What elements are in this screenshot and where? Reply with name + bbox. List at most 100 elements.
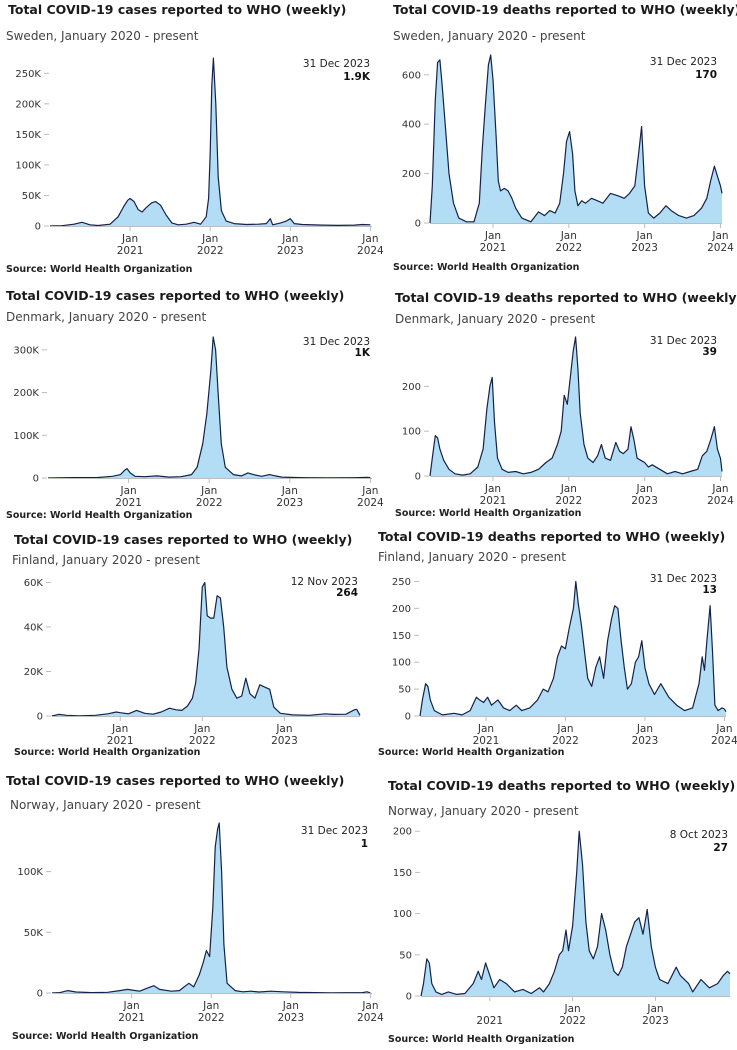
x-tick-label: Jan	[361, 485, 378, 497]
chart-panel-sweden-cases: Total COVID-19 cases reported to WHO (we…	[0, 0, 385, 282]
y-tick-label: 100K	[15, 160, 41, 171]
x-tick-label: 2022	[555, 495, 582, 507]
y-tick-label: 50	[398, 685, 411, 696]
chart-title: Total COVID-19 cases reported to WHO (we…	[14, 532, 353, 547]
x-tick-label: 2023	[631, 242, 658, 254]
x-tick-label: 2021	[118, 1012, 145, 1024]
chart-title: Total COVID-19 deaths reported to WHO (w…	[395, 290, 737, 305]
y-tick-label: 250K	[15, 69, 41, 80]
chart-plot[interactable]: 0200400600Jan2021Jan2022Jan2023Jan202431…	[385, 0, 737, 282]
series-line	[49, 57, 371, 227]
y-tick-label: 300K	[13, 345, 39, 356]
chart-subtitle: Denmark, January 2020 - present	[395, 312, 596, 326]
chart-panel-denmark-cases: Total COVID-19 cases reported to WHO (we…	[0, 282, 385, 528]
series-line	[51, 822, 371, 994]
y-tick-label: 50	[399, 950, 412, 961]
x-tick-label: Jan	[193, 723, 210, 735]
chart-plot[interactable]: 050K100K150K200K250KJan2021Jan2022Jan202…	[0, 0, 385, 282]
y-tick-label: 100	[393, 909, 412, 920]
chart-source: Source: World Health Organization	[14, 747, 201, 758]
chart-panel-finland-cases: Total COVID-19 cases reported to WHO (we…	[0, 528, 385, 768]
chart-title: Total COVID-19 deaths reported to WHO (w…	[388, 778, 736, 793]
x-tick-label: 2023	[277, 1012, 304, 1024]
chart-plot[interactable]: 0100K200K300KJan2021Jan2022Jan2023Jan202…	[0, 282, 385, 528]
x-tick-label: Jan	[636, 483, 653, 495]
series-line	[419, 580, 727, 717]
series-line	[51, 581, 361, 717]
tooltip-date: 31 Dec 2023	[650, 56, 717, 68]
tooltip-date: 31 Dec 2023	[301, 825, 368, 837]
tooltip-value: 264	[336, 587, 358, 599]
x-tick-label: 2022	[198, 1012, 225, 1024]
y-tick-label: 0	[415, 219, 421, 230]
x-tick-label: 2023	[642, 1015, 669, 1027]
y-tick-label: 50K	[24, 928, 44, 939]
series-area	[430, 55, 722, 223]
tooltip-value: 13	[702, 584, 717, 596]
series-line	[429, 54, 723, 224]
tooltip-value: 170	[695, 69, 717, 81]
tooltip-date: 31 Dec 2023	[303, 58, 370, 70]
x-tick-label: Jan	[646, 1003, 663, 1015]
tooltip-date: 8 Oct 2023	[670, 829, 728, 841]
x-tick-label: Jan	[361, 1000, 378, 1012]
y-tick-label: 0	[405, 712, 411, 723]
x-tick-label: 2023	[277, 245, 304, 257]
y-tick-label: 150	[392, 631, 411, 642]
y-tick-label: 0	[406, 992, 412, 1003]
y-tick-label: 0	[35, 222, 41, 233]
series-area	[430, 337, 722, 476]
x-tick-label: 2021	[115, 497, 142, 509]
series-area	[48, 337, 371, 478]
x-tick-label: Jan	[361, 233, 378, 245]
x-tick-label: 2022	[189, 735, 216, 747]
y-tick-label: 250	[392, 577, 411, 588]
y-tick-label: 150K	[15, 130, 41, 141]
y-tick-label: 60K	[24, 578, 44, 589]
x-tick-label: 2021	[473, 735, 500, 747]
y-tick-label: 0	[37, 712, 43, 723]
tooltip-date: 12 Nov 2023	[291, 576, 358, 588]
chart-plot[interactable]: 050100150200250Jan2021Jan2022Jan2023Jan2…	[374, 528, 737, 768]
x-tick-label: 2021	[476, 1015, 503, 1027]
x-tick-label: Jan	[560, 483, 577, 495]
chart-source: Source: World Health Organization	[393, 262, 580, 273]
chart-source: Source: World Health Organization	[6, 510, 193, 521]
chart-subtitle: Finland, January 2020 - present	[378, 550, 566, 564]
tooltip-value: 39	[702, 346, 717, 358]
y-tick-label: 200	[392, 604, 411, 615]
x-tick-label: 2023	[631, 495, 658, 507]
x-tick-label: 2021	[480, 495, 507, 507]
x-tick-label: Jan	[560, 230, 577, 242]
x-tick-label: 2022	[196, 497, 223, 509]
x-tick-label: Jan	[111, 723, 128, 735]
y-tick-label: 600	[402, 70, 421, 81]
tooltip-date: 31 Dec 2023	[303, 336, 370, 348]
x-tick-label: Jan	[484, 230, 501, 242]
x-tick-label: 2021	[480, 242, 507, 254]
x-tick-label: Jan	[200, 485, 217, 497]
x-tick-label: 2022	[197, 245, 224, 257]
y-tick-label: 100	[402, 427, 421, 438]
x-tick-label: Jan	[201, 233, 218, 245]
chart-subtitle: Norway, January 2020 - present	[10, 798, 201, 812]
x-tick-label: 2024	[711, 735, 737, 747]
chart-title: Total COVID-19 deaths reported to WHO (w…	[393, 2, 737, 17]
chart-title: Total COVID-19 cases reported to WHO (we…	[8, 2, 347, 17]
y-tick-label: 200K	[15, 99, 41, 110]
x-tick-label: Jan	[477, 723, 494, 735]
tooltip-value: 27	[713, 842, 728, 854]
x-tick-label: 2024	[357, 497, 384, 509]
chart-panel-sweden-deaths: Total COVID-19 deaths reported to WHO (w…	[385, 0, 737, 282]
x-tick-label: Jan	[123, 1000, 140, 1012]
chart-subtitle: Sweden, January 2020 - present	[6, 29, 199, 43]
x-tick-label: 2022	[555, 242, 582, 254]
x-tick-label: Jan	[202, 1000, 219, 1012]
x-tick-label: Jan	[564, 1003, 581, 1015]
tooltip-value: 1	[361, 838, 368, 850]
tooltip-value: 1.9K	[343, 71, 371, 83]
